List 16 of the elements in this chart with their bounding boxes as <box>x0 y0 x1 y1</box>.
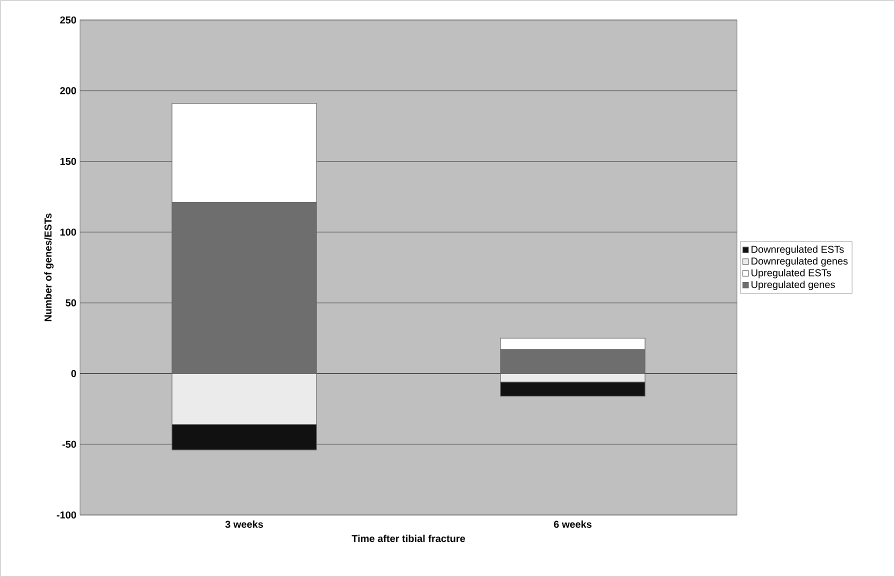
legend-label: Upregulated genes <box>752 280 835 290</box>
x-tick-label: 3 weeks <box>225 520 264 528</box>
y-tick-label: 100 <box>60 228 76 236</box>
x-axis-title: Time after tibial fracture <box>352 534 466 542</box>
y-tick-label: 50 <box>66 299 76 306</box>
y-axis-title: Number of genes/ESTs <box>44 214 54 322</box>
legend-label: Downregulated genes <box>752 257 848 267</box>
y-tick-label: -50 <box>62 440 76 448</box>
y-tick-label: 0 <box>71 370 76 378</box>
y-tick-label: -100 <box>56 511 76 519</box>
y-tick-label: 200 <box>60 87 76 94</box>
x-tick-label: 6 weeks <box>554 520 592 528</box>
y-tick-label: 250 <box>60 16 76 24</box>
y-tick-label: 150 <box>60 158 76 165</box>
legend-label: Downregulated ESTs <box>752 246 844 255</box>
legend-label: Upregulated ESTs <box>752 268 832 278</box>
